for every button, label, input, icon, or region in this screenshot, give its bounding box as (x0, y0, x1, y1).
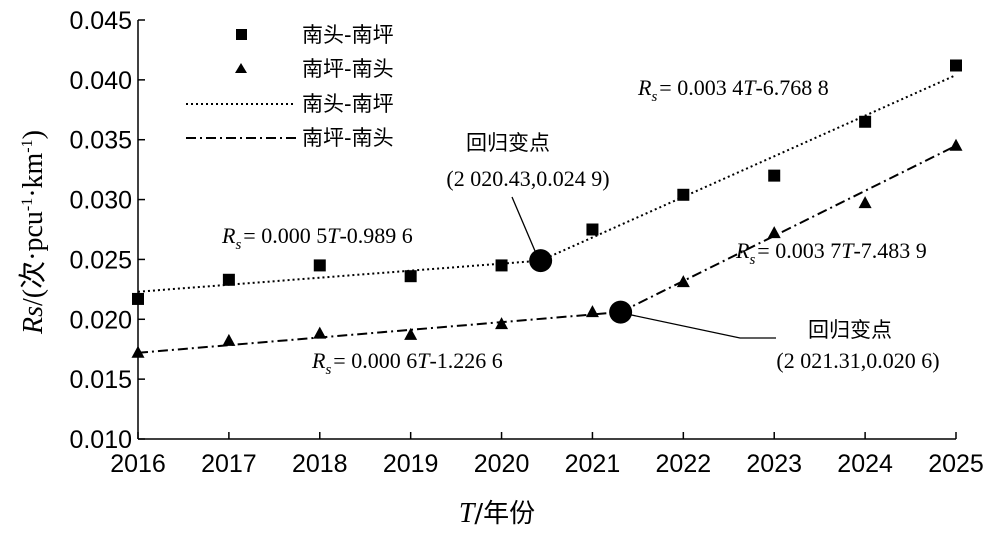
data-point-square (495, 259, 508, 272)
y-tick-label: 0.045 (69, 7, 132, 35)
data-point-square (950, 59, 962, 72)
equation-1: Rs= 0.003 4T-6.768 8 (637, 75, 829, 105)
change-point-annotation-1: 回归变点 (2 020.43,0.024 9) (446, 131, 610, 259)
y-tick-label: 0.030 (69, 187, 132, 215)
legend-triangle-marker (235, 63, 247, 73)
y-tick-label: 0.015 (69, 366, 132, 394)
change-point-coords: (2 021.31,0.020 6) (776, 348, 939, 373)
data-point-triangle (676, 275, 690, 288)
data-point-triangle (585, 305, 599, 318)
fit-line-segment-2 (620, 144, 957, 313)
x-tick-label: 2025 (928, 450, 984, 478)
legend: 南头-南坪 南坪-南头 南头-南坪 南坪-南头 (186, 23, 394, 150)
data-point-triangle (858, 196, 872, 209)
change-point-marker (609, 300, 633, 324)
y-tick-label: 0.035 (69, 127, 132, 155)
legend-label-2: 南坪-南头 (302, 57, 394, 81)
data-point-square (859, 115, 872, 128)
x-tick-label: 2022 (656, 450, 712, 478)
change-point-coords: (2 020.43,0.024 9) (446, 166, 609, 191)
data-point-square (677, 188, 690, 201)
data-point-square (586, 223, 599, 236)
x-tick-label: 2019 (383, 450, 439, 478)
y-tick-label: 0.010 (69, 426, 132, 454)
fit-line-segment-1 (540, 74, 957, 262)
data-point-triangle (131, 345, 145, 358)
legend-label-4: 南坪-南头 (302, 126, 394, 150)
data-point-square (768, 169, 781, 182)
data-points (131, 59, 963, 358)
data-point-triangle (495, 317, 509, 330)
equation-3: Rs= 0.003 7T-7.483 9 (735, 238, 927, 268)
change-point-label: 回归变点 (808, 318, 892, 342)
leader-line (511, 196, 539, 259)
y-tick-label: 0.025 (69, 246, 132, 274)
y-axis-title: Rs/(次·pcu-1·km-1) (17, 130, 49, 335)
data-point-triangle (313, 326, 327, 339)
leader-line (621, 312, 776, 339)
data-point-square (313, 259, 326, 272)
data-point-triangle (949, 138, 963, 151)
y-tick-label: 0.040 (69, 67, 132, 95)
x-tick-label: 2024 (837, 450, 893, 478)
legend-label-3: 南头-南坪 (302, 92, 394, 116)
equation-2: Rs= 0.000 5T-0.989 6 (221, 223, 413, 253)
equation-4: Rs= 0.000 6T-1.226 6 (311, 348, 503, 378)
data-point-square (222, 273, 235, 286)
legend-square-marker (236, 29, 247, 40)
x-tick-label: 2023 (746, 450, 802, 478)
x-axis-title: T/年份 (459, 498, 535, 529)
x-tick-label: 2018 (292, 450, 348, 478)
fit-lines (137, 74, 957, 354)
fit-line-segment-1 (137, 259, 541, 293)
change-point-annotation-2: 回归变点 (2 021.31,0.020 6) (621, 312, 940, 373)
x-ticks: 2016 2017 2018 2019 2020 2021 2022 2023 2024 2025 (110, 432, 984, 478)
data-point-triangle (767, 226, 781, 239)
x-tick-label: 2017 (201, 450, 257, 478)
change-point-markers (529, 249, 633, 324)
change-point-marker (529, 249, 553, 273)
x-tick-label: 2020 (474, 450, 530, 478)
x-tick-label: 2016 (110, 450, 166, 478)
data-point-triangle (404, 327, 418, 340)
data-point-triangle (222, 333, 236, 346)
data-point-square (132, 292, 144, 305)
legend-label-1: 南头-南坪 (302, 23, 394, 47)
x-tick-label: 2021 (565, 450, 621, 478)
data-point-square (404, 270, 417, 283)
fit-line-segment-2 (137, 311, 621, 354)
change-point-label: 回归变点 (466, 131, 550, 155)
y-ticks: 0.010 0.015 0.020 0.025 0.030 0.035 0.040 0.045 (69, 7, 145, 454)
y-tick-label: 0.020 (69, 306, 132, 334)
